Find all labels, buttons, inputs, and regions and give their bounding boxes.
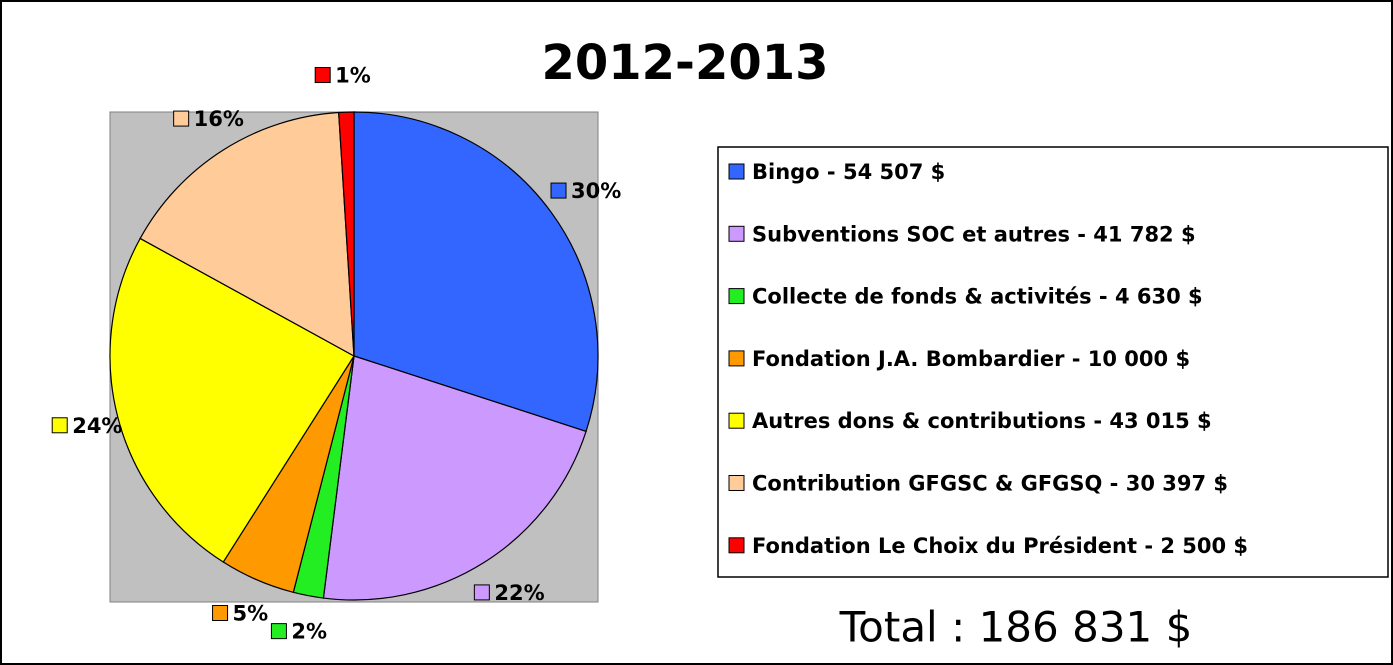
legend-box [717, 146, 1389, 578]
legend-label: Contribution GFGSC & GFGSQ - 30 397 $ [752, 472, 1228, 496]
legend-swatch [728, 412, 745, 429]
legend-label: Fondation Le Choix du Président - 2 500 … [752, 534, 1248, 558]
label-swatch [212, 605, 229, 622]
data-label: 16% [194, 107, 244, 131]
legend-label: Subventions SOC et autres - 41 782 $ [752, 222, 1196, 246]
legend-swatch [728, 225, 745, 242]
legend-swatch [728, 475, 745, 491]
pie-slice [322, 355, 587, 601]
pie-slice [338, 111, 355, 357]
legend-label: Collecte de fonds & activités - 4 630 $ [752, 285, 1203, 309]
label-swatch [270, 623, 287, 640]
pie-slice [109, 237, 355, 563]
data-label: 5% [233, 602, 269, 626]
pie-slice [353, 111, 599, 433]
label-swatch [51, 417, 68, 434]
legend-swatch [728, 537, 745, 554]
pie-slice [139, 111, 355, 358]
data-label: 2% [291, 620, 327, 644]
label-swatch [550, 182, 567, 199]
legend-swatch [728, 288, 745, 305]
total-annotation: Total : 186 831 $ [839, 603, 1193, 652]
legend-swatch [728, 350, 745, 367]
data-label: 30% [571, 179, 621, 203]
data-label: 22% [494, 581, 544, 605]
label-swatch [473, 584, 490, 601]
legend-swatch [728, 163, 745, 180]
label-swatch [173, 110, 190, 127]
legend-label: Autres dons & contributions - 43 015 $ [752, 409, 1212, 433]
data-label: 1% [335, 64, 371, 88]
chart-title: 2012-2013 [541, 35, 828, 91]
legend-label: Bingo - 54 507 $ [752, 160, 945, 184]
data-label: 24% [72, 414, 122, 438]
legend-label: Fondation J.A. Bombardier - 10 000 $ [752, 347, 1190, 371]
label-swatch [314, 67, 331, 84]
